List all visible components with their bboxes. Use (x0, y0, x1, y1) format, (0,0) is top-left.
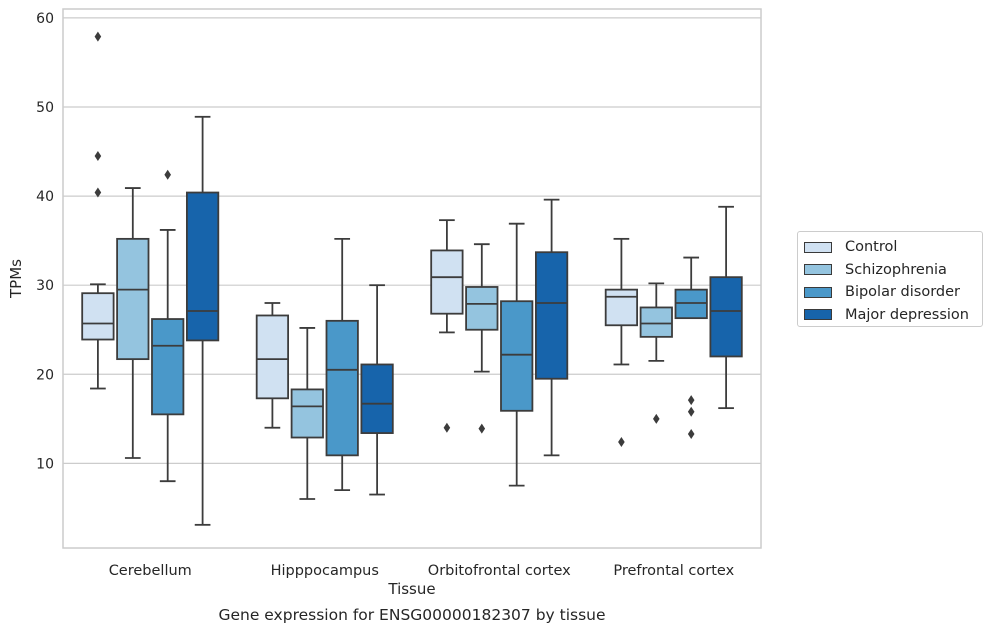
box-orbitofrontal-cortex-schizophrenia-iqr (465, 286, 499, 331)
chart-caption: Gene expression for ENSG00000182307 by t… (218, 606, 606, 624)
legend-item-bipolar-disorder: Bipolar disorder (804, 281, 982, 304)
box-cerebellum-control-outlier-0 (94, 187, 102, 198)
legend: Control Schizophrenia Bipolar disorder M… (797, 231, 983, 327)
legend-label-major-depression: Major depression (845, 306, 969, 323)
box-cerebellum-control-outlier-2 (94, 31, 102, 42)
plot-frame (62, 8, 762, 549)
x-axis-label: Tissue (387, 580, 435, 598)
box-prefrontal-cortex-bipolar-disorder-outlier-1 (687, 406, 695, 417)
legend-swatch-control (804, 241, 832, 253)
y-tick-label-60: 60 (36, 11, 54, 27)
box-prefrontal-cortex-bipolar-disorder-outlier-0 (687, 428, 695, 439)
box-orbitofrontal-cortex-major-depression-iqr (534, 251, 569, 380)
box-cerebellum-bipolar-disorder-outlier-0 (164, 169, 171, 180)
box-cerebellum-bipolar-disorder-iqr (151, 318, 185, 416)
legend-swatch-bipolar-disorder (804, 286, 832, 298)
x-tick-label-cerebellum: Cerebellum (109, 563, 192, 579)
legend-label-bipolar-disorder: Bipolar disorder (845, 284, 960, 301)
box-orbitofrontal-cortex-schizophrenia-outlier-0 (478, 423, 486, 434)
box-prefrontal-cortex-schizophrenia-iqr (639, 306, 673, 338)
box-hipppocampus-major-depression-iqr (360, 363, 394, 434)
x-tick-label-orbitofrontal-cortex: Orbitofrontal cortex (428, 563, 571, 579)
box-hipppocampus-bipolar-disorder-iqr (325, 319, 359, 457)
legend-item-schizophrenia: Schizophrenia (804, 259, 982, 282)
box-prefrontal-cortex-control-iqr (604, 288, 639, 327)
box-orbitofrontal-cortex-bipolar-disorder-iqr (500, 300, 534, 412)
legend-label-control: Control (845, 239, 898, 256)
y-tick-label-20: 20 (36, 367, 54, 383)
box-cerebellum-control-outlier-1 (94, 151, 102, 161)
box-cerebellum-schizophrenia-iqr (116, 237, 150, 361)
y-tick-label-50: 50 (36, 100, 54, 116)
legend-swatch-major-depression (804, 309, 832, 321)
legend-swatch-schizophrenia (804, 264, 832, 276)
box-prefrontal-cortex-major-depression-iqr (709, 276, 743, 358)
box-cerebellum-major-depression-iqr (185, 191, 220, 342)
box-prefrontal-cortex-bipolar-disorder-outlier-2 (687, 395, 695, 406)
y-tick-label-10: 10 (36, 456, 54, 472)
legend-item-major-depression: Major depression (804, 304, 982, 327)
box-orbitofrontal-cortex-control-outlier-0 (443, 422, 451, 433)
box-prefrontal-cortex-control-outlier-0 (618, 436, 625, 447)
x-tick-label-hipppocampus: Hipppocampus (271, 563, 379, 579)
box-orbitofrontal-cortex-control-iqr (430, 249, 464, 315)
legend-item-control: Control (804, 236, 982, 259)
x-tick-label-prefrontal-cortex: Prefrontal cortex (613, 563, 734, 579)
box-hipppocampus-control-iqr (255, 314, 290, 400)
y-tick-label-30: 30 (36, 278, 54, 294)
box-hipppocampus-schizophrenia-iqr (290, 388, 324, 439)
y-axis-label: TPMs (7, 259, 25, 299)
y-tick-label-40: 40 (36, 189, 54, 205)
box-cerebellum-control-iqr (81, 292, 115, 341)
box-prefrontal-cortex-schizophrenia-outlier-0 (653, 413, 660, 424)
legend-label-schizophrenia: Schizophrenia (845, 261, 947, 278)
